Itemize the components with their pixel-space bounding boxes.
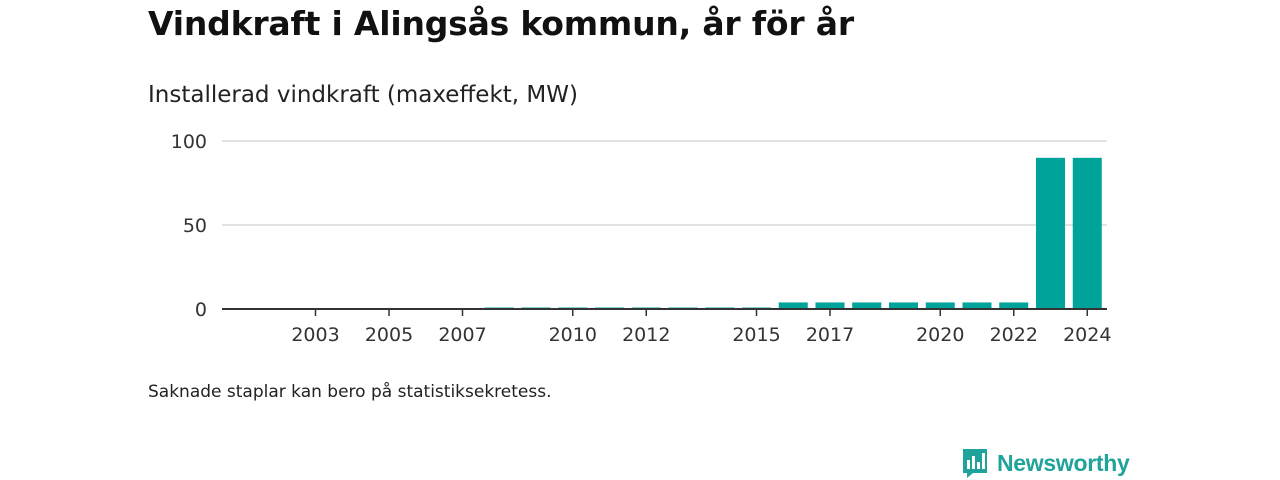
chart-subtitle: Installerad vindkraft (maxeffekt, MW) bbox=[148, 82, 578, 108]
x-tick-label: 2017 bbox=[806, 324, 854, 346]
bar-chart: 0 50 100 2003 2005 2007 2010 2012 2015 2017 2020 20… bbox=[171, 131, 1112, 346]
bar-2019[interactable] bbox=[889, 302, 918, 309]
x-tick-label: 2024 bbox=[1063, 324, 1111, 346]
x-tick-label: 2007 bbox=[438, 324, 486, 346]
axes: 0 50 100 2003 2005 2007 2010 2012 2015 2017 2020 20… bbox=[171, 131, 1112, 346]
x-tick-label: 2003 bbox=[291, 324, 339, 346]
bars bbox=[484, 157, 1102, 309]
x-tick-label: 2010 bbox=[549, 324, 597, 346]
chart-title: Vindkraft i Alingsås kommun, år för år bbox=[148, 4, 854, 43]
x-tick-label: 2022 bbox=[990, 324, 1038, 346]
gridlines bbox=[222, 140, 1107, 226]
brand-name: Newsworthy bbox=[997, 449, 1130, 476]
newsworthy-logo-icon bbox=[963, 449, 987, 478]
bar-2024[interactable] bbox=[1072, 157, 1102, 309]
bar-2018[interactable] bbox=[852, 302, 882, 309]
y-tick-label: 0 bbox=[195, 299, 207, 321]
bar-2022[interactable] bbox=[999, 302, 1029, 309]
bar-2023[interactable] bbox=[1036, 157, 1065, 309]
footnote: Saknade staplar kan bero på statistiksek… bbox=[148, 382, 552, 402]
x-tick-label: 2005 bbox=[365, 324, 413, 346]
bar-2017[interactable] bbox=[815, 302, 845, 309]
x-tick-label: 2020 bbox=[916, 324, 964, 346]
bar-2020[interactable] bbox=[925, 302, 955, 309]
y-tick-label: 100 bbox=[171, 131, 207, 153]
bar-2021[interactable] bbox=[962, 302, 992, 309]
brand-logo[interactable]: Newsworthy bbox=[961, 447, 1130, 479]
x-tick-label: 2015 bbox=[732, 324, 780, 346]
y-tick-label: 50 bbox=[183, 215, 207, 237]
x-tick-label: 2012 bbox=[622, 324, 670, 346]
bar-2016[interactable] bbox=[778, 302, 808, 309]
